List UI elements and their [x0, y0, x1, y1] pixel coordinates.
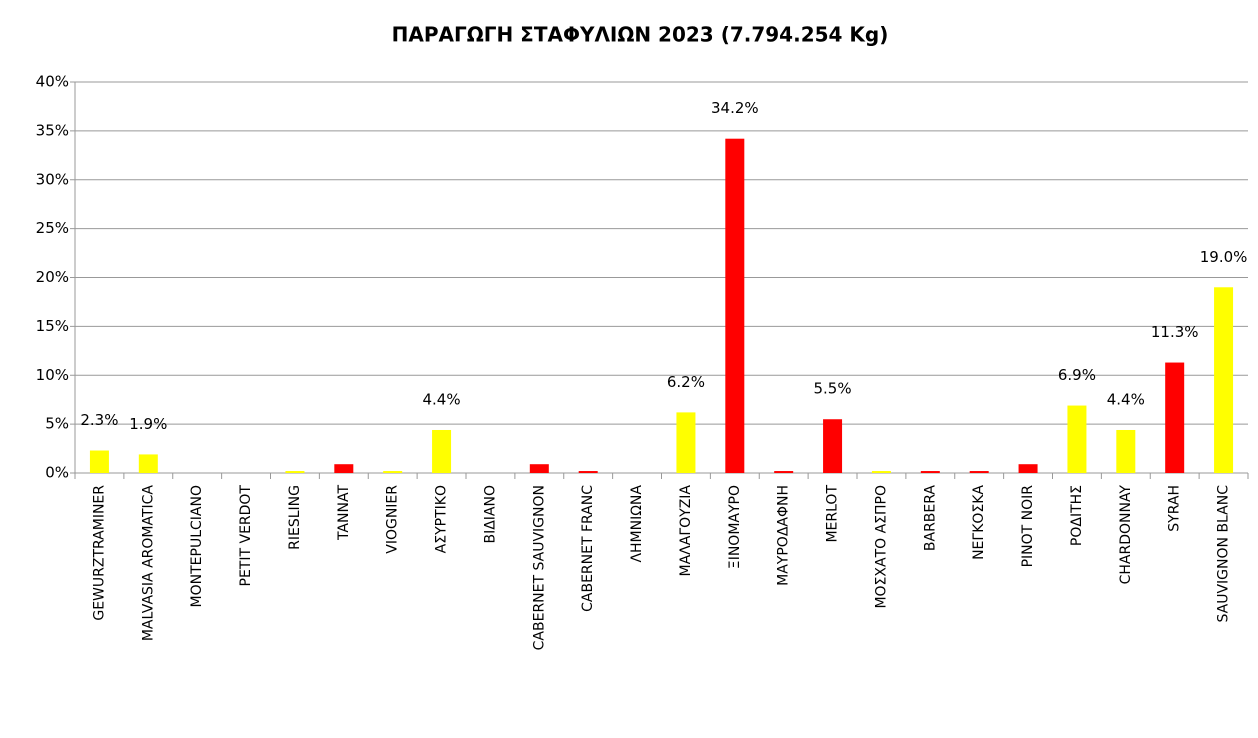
data-label: 11.3%: [1151, 323, 1199, 341]
x-tick-label: TANNAT: [336, 485, 352, 541]
data-label: 5.5%: [814, 380, 852, 398]
x-tick-label: ΜΑΛΑΓΟΥΖΙΑ: [678, 485, 694, 577]
x-tick-label: ΛΗΜΝΙΩΝΑ: [629, 485, 645, 563]
y-tick-label: 5%: [45, 415, 69, 433]
bar: [823, 419, 843, 473]
bar: [138, 454, 158, 473]
data-label: 19.0%: [1200, 248, 1248, 266]
bar: [432, 429, 452, 473]
y-tick-label: 15%: [36, 317, 69, 335]
x-tick-label: ΜΟΣΧΑΤΟ ΑΣΠΡΟ: [873, 485, 889, 609]
data-label: 6.9%: [1058, 366, 1096, 384]
x-tick-label: BARBERA: [922, 485, 938, 552]
x-tick-label: MERLOT: [825, 485, 841, 543]
x-tick-label: CABERNET SAUVIGNON: [531, 485, 547, 650]
data-label: 1.9%: [129, 415, 167, 433]
bar: [676, 412, 696, 473]
data-label: 4.4%: [423, 390, 461, 408]
bar: [774, 471, 794, 473]
bar: [725, 138, 745, 473]
x-tick-label: CABERNET FRANC: [580, 485, 596, 612]
x-tick-label: SAUVIGNON BLANC: [1216, 485, 1232, 623]
x-tick-label: ΡΟΔΙΤΗΣ: [1069, 485, 1085, 546]
bar: [285, 471, 305, 473]
y-tick-label: 25%: [36, 219, 69, 237]
y-tick-label: 0%: [45, 464, 69, 482]
bar: [1214, 287, 1234, 473]
bar: [1116, 429, 1136, 473]
data-label: 6.2%: [667, 373, 705, 391]
x-tick-label: ΒΙΔΙΑΝΟ: [482, 485, 498, 544]
bar: [871, 471, 891, 473]
bar: [578, 471, 598, 473]
x-tick-label: GEWURZTRAMINER: [91, 485, 107, 621]
x-tick-label: CHARDONNAY: [1118, 485, 1134, 585]
bar: [89, 450, 109, 473]
x-tick-label: VIOGNIER: [385, 485, 401, 554]
y-tick-label: 20%: [36, 268, 69, 286]
data-label: 34.2%: [711, 99, 759, 117]
bar: [920, 471, 940, 473]
bar: [529, 464, 549, 473]
x-tick-label: ΞΙΝΟΜΑΥΡΟ: [727, 485, 743, 569]
chart-title: ΠΑΡΑΓΩΓΗ ΣΤΑΦΥΛΙΩΝ 2023 (7.794.254 Kg): [392, 23, 889, 47]
x-tick-label: SYRAH: [1167, 485, 1183, 532]
bar: [1165, 362, 1185, 473]
x-tick-label: PETIT VERDOT: [238, 485, 254, 587]
x-tick-label: RIESLING: [287, 485, 303, 550]
y-tick-label: 30%: [36, 170, 69, 188]
bar: [383, 471, 403, 473]
x-tick-label: PINOT NOIR: [1020, 485, 1036, 568]
bar: [1018, 464, 1038, 473]
x-tick-label: ΝΕΓΚΟΣΚΑ: [971, 485, 987, 560]
x-tick-label: MONTEPULCIANO: [189, 485, 205, 607]
y-tick-label: 40%: [36, 73, 69, 91]
bar: [334, 464, 354, 473]
data-label: 4.4%: [1107, 390, 1145, 408]
x-tick-label: MALVASIA AROMATICA: [140, 485, 156, 642]
bar: [1067, 405, 1087, 473]
y-tick-label: 35%: [36, 121, 69, 139]
x-tick-label: ΜΑΥΡΟΔΑΦΝΗ: [776, 485, 792, 586]
y-tick-label: 10%: [36, 366, 69, 384]
x-tick-label: ΑΣΥΡΤΙΚΟ: [434, 485, 450, 553]
bar: [969, 471, 989, 473]
data-label: 2.3%: [80, 411, 118, 429]
